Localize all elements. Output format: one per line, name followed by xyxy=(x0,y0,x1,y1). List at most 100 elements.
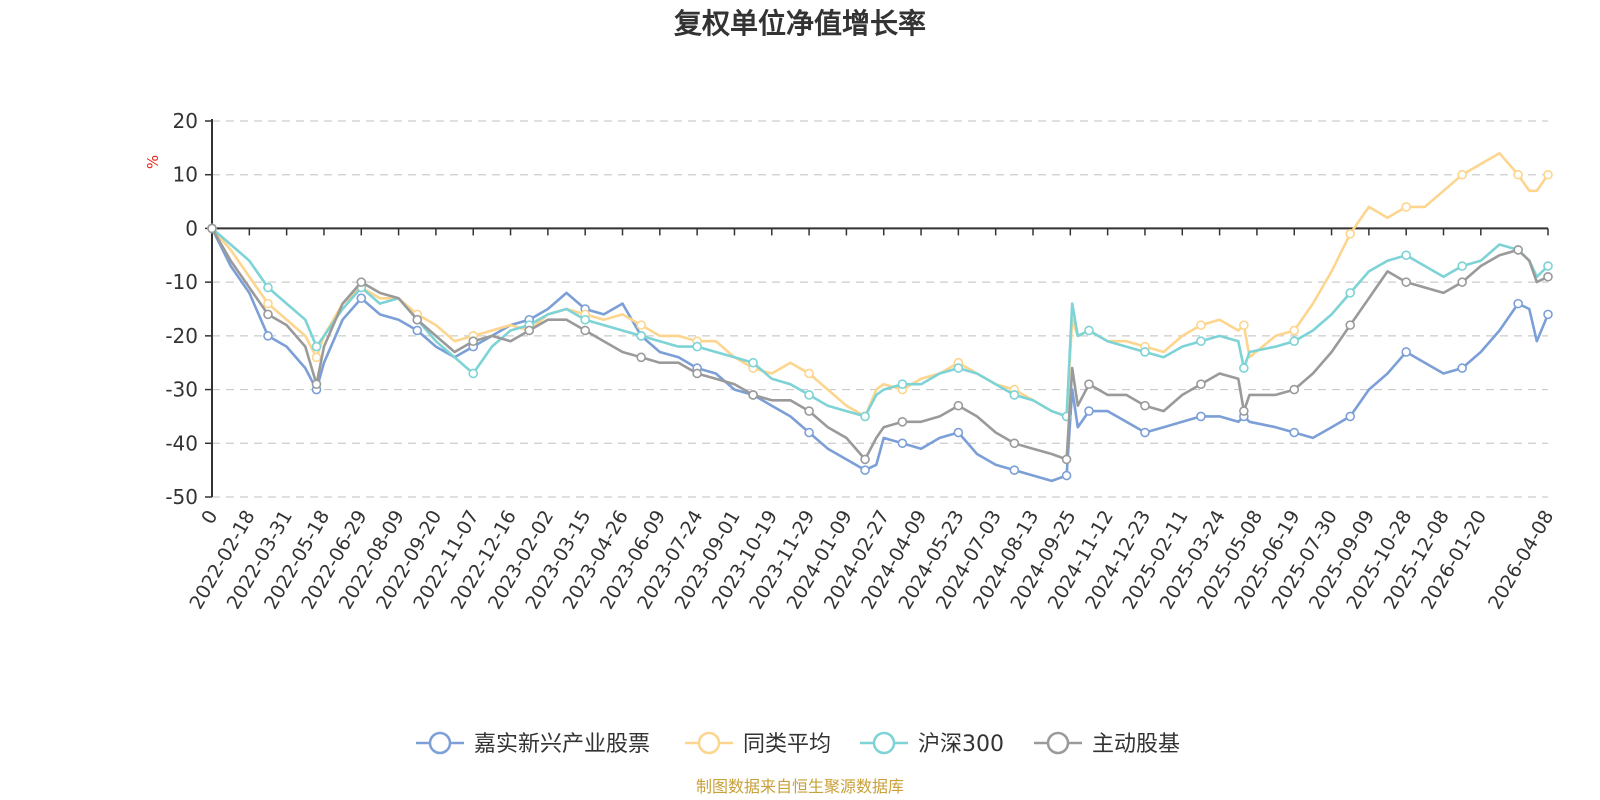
series-point xyxy=(1289,325,1300,336)
series-point xyxy=(1543,271,1553,282)
data-source-note: 制图数据来自恒生聚源数据库 xyxy=(696,777,904,796)
series-point xyxy=(1239,363,1249,373)
series-point xyxy=(1345,320,1356,330)
series-point xyxy=(953,400,964,411)
series-point xyxy=(1457,363,1467,373)
legend-item[interactable]: 嘉实新兴产业股票 xyxy=(416,731,650,757)
series-point xyxy=(1457,277,1467,287)
series-point xyxy=(953,427,964,438)
series-point xyxy=(897,416,908,427)
series-point xyxy=(860,411,870,422)
series-point xyxy=(1196,320,1206,330)
series-lines xyxy=(207,151,1553,483)
series-point xyxy=(311,379,322,390)
series-point xyxy=(1345,411,1356,422)
series-point xyxy=(1289,384,1300,395)
legend-item[interactable]: 沪深300 xyxy=(860,731,1004,757)
series-point xyxy=(263,282,273,293)
series-point xyxy=(263,309,273,320)
series-point xyxy=(412,314,423,325)
series-point xyxy=(1513,169,1523,180)
series-point xyxy=(580,325,590,336)
legend-item[interactable]: 同类平均 xyxy=(685,731,831,757)
legend-swatch-marker xyxy=(1046,731,1070,755)
legend-swatch-marker xyxy=(697,731,721,755)
series-point xyxy=(263,298,273,309)
series-point xyxy=(1196,411,1206,422)
series-point xyxy=(311,341,322,352)
series-point xyxy=(356,277,367,287)
legend-swatch-marker xyxy=(428,731,452,755)
series-point xyxy=(263,331,273,341)
legend-label: 沪深300 xyxy=(918,732,1004,757)
series-point xyxy=(1345,288,1356,298)
x-tick-label: 2026-04-08 xyxy=(1484,507,1558,614)
series-point xyxy=(804,406,814,416)
legend-swatch-marker xyxy=(872,731,896,755)
y-tick-label: 0 xyxy=(185,216,198,240)
series-point xyxy=(953,363,964,373)
x-tick-labels: 02022-02-182022-03-312022-05-182022-06-2… xyxy=(185,506,1558,613)
legend-item[interactable]: 主动股基 xyxy=(1034,731,1180,757)
series-point xyxy=(1140,347,1150,357)
series-point xyxy=(1196,336,1206,347)
series-point xyxy=(1401,347,1411,357)
series-point xyxy=(524,325,535,336)
series-point xyxy=(897,379,908,390)
series-point xyxy=(1061,470,1072,481)
series-line xyxy=(211,151,1550,418)
series-point xyxy=(1345,229,1356,239)
series-point xyxy=(1513,245,1523,255)
series-point xyxy=(356,293,367,304)
series-point xyxy=(1140,400,1150,411)
y-tick-label: -30 xyxy=(165,378,198,402)
series-point xyxy=(1061,454,1072,465)
series-point xyxy=(804,390,814,400)
series-point xyxy=(1084,406,1094,416)
chart-title: 复权单位净值增长率 xyxy=(674,7,926,40)
legend-label: 同类平均 xyxy=(743,732,831,757)
y-tick-label: -50 xyxy=(165,485,198,509)
series-point xyxy=(692,341,702,352)
y-axis-unit: % xyxy=(144,155,162,169)
series-point xyxy=(692,368,702,379)
legend-label: 主动股基 xyxy=(1092,732,1180,757)
y-tick-label: 20 xyxy=(173,109,198,133)
series-point xyxy=(1239,406,1249,416)
series-point xyxy=(1196,379,1206,390)
series-line xyxy=(210,227,1549,461)
y-tick-label: -40 xyxy=(165,431,198,455)
series-point xyxy=(636,352,646,363)
series-point xyxy=(1084,379,1094,390)
series-point xyxy=(412,325,423,336)
series-point xyxy=(897,438,908,449)
series-point xyxy=(860,465,870,475)
legend[interactable]: 嘉实新兴产业股票 同类平均 沪深300 主动股基 xyxy=(416,731,1180,757)
series-point xyxy=(1401,202,1411,212)
series-point xyxy=(1289,427,1300,438)
series-point xyxy=(748,357,758,368)
series-point xyxy=(1457,169,1467,180)
series-point xyxy=(1009,390,1020,400)
series-point xyxy=(804,427,814,438)
y-tick-labels: 20 10 0 -10 -20 -30 -40 -50 xyxy=(165,109,198,509)
series-point xyxy=(1543,261,1553,271)
series-point xyxy=(748,390,758,400)
series-point xyxy=(1401,277,1411,287)
series-point xyxy=(468,336,479,347)
series-point xyxy=(636,320,646,330)
y-tick-label: 10 xyxy=(173,163,198,187)
series-point xyxy=(1009,465,1020,475)
series-point xyxy=(1543,309,1553,320)
series-point xyxy=(1009,438,1020,449)
series-point xyxy=(468,368,479,379)
series-point xyxy=(1239,320,1249,330)
y-tick-label: -20 xyxy=(165,324,198,348)
series-point xyxy=(860,454,870,465)
series-point xyxy=(1084,325,1094,336)
series-point xyxy=(1289,336,1300,347)
series-point xyxy=(207,223,217,234)
legend-label: 嘉实新兴产业股票 xyxy=(474,732,650,757)
series-point xyxy=(1140,427,1150,438)
